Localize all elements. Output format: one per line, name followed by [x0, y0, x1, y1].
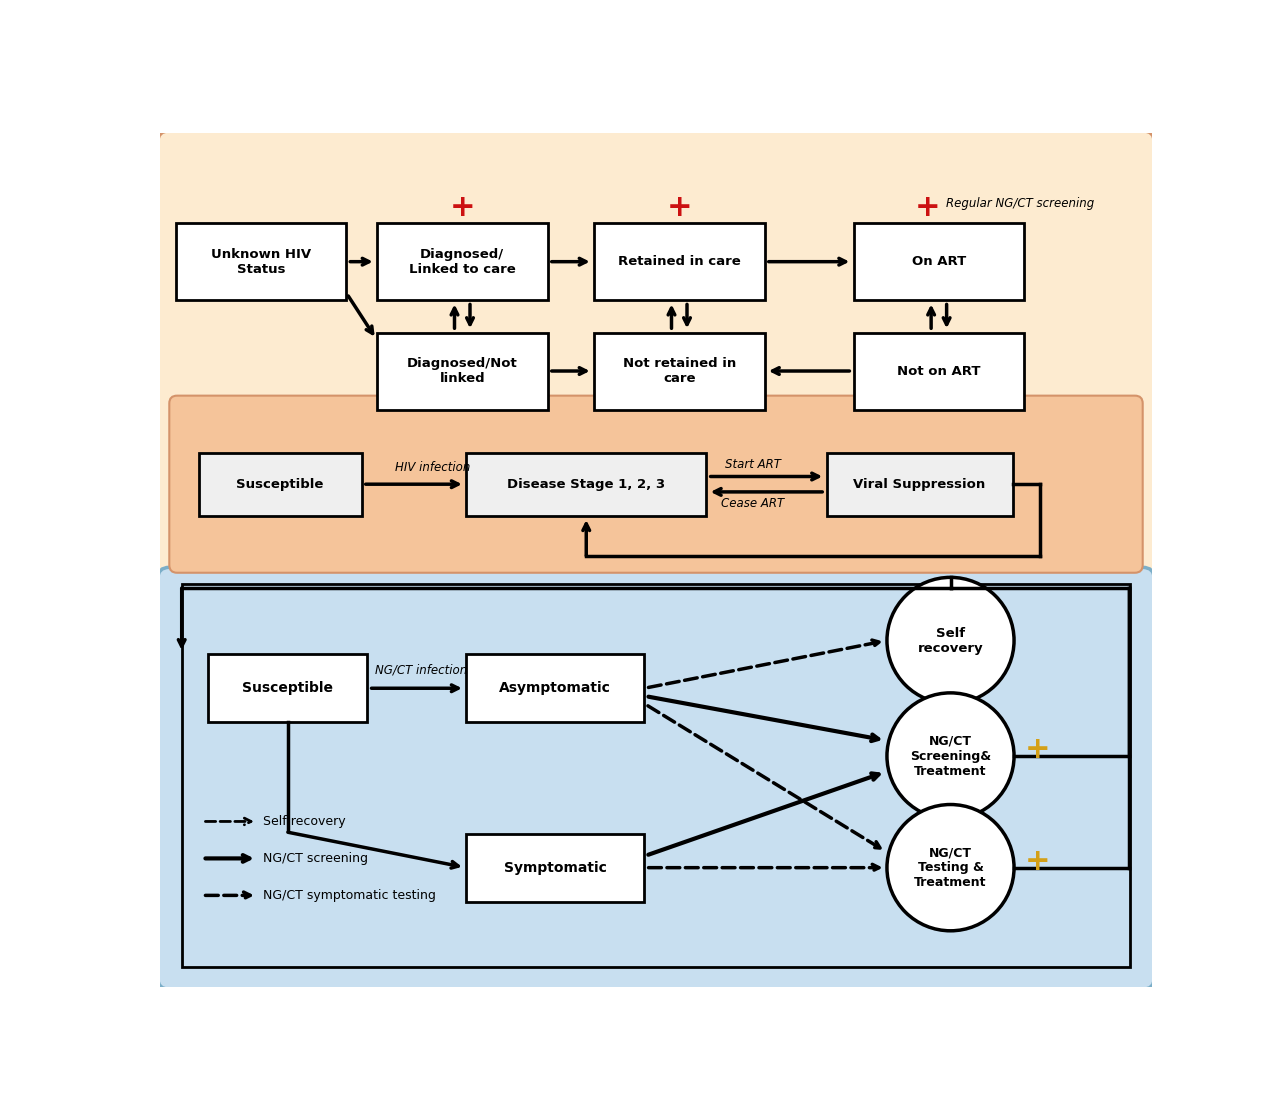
- Text: +: +: [914, 193, 940, 222]
- Text: NG/CT symptomatic testing: NG/CT symptomatic testing: [264, 889, 436, 902]
- Text: HIV infection: HIV infection: [396, 460, 471, 474]
- Text: Retained in care: Retained in care: [618, 255, 741, 268]
- Circle shape: [887, 578, 1014, 703]
- Text: Not retained in
care: Not retained in care: [622, 357, 736, 385]
- Text: On ART: On ART: [911, 255, 966, 268]
- Circle shape: [887, 693, 1014, 820]
- Text: Diagnosed/Not
linked: Diagnosed/Not linked: [407, 357, 517, 385]
- FancyBboxPatch shape: [378, 333, 548, 409]
- Text: Diagnosed/
Linked to care: Diagnosed/ Linked to care: [408, 247, 516, 276]
- FancyBboxPatch shape: [157, 131, 1155, 584]
- Text: Viral Suppression: Viral Suppression: [854, 478, 986, 490]
- Text: NG/CT infection: NG/CT infection: [375, 663, 467, 676]
- Text: Start ART: Start ART: [724, 458, 781, 471]
- Circle shape: [887, 804, 1014, 930]
- FancyBboxPatch shape: [854, 223, 1024, 301]
- Text: Susceptible: Susceptible: [237, 478, 324, 490]
- Text: Disease Stage 1, 2, 3: Disease Stage 1, 2, 3: [507, 478, 666, 490]
- Text: NG/CT screening: NG/CT screening: [264, 852, 369, 865]
- FancyBboxPatch shape: [157, 568, 1155, 989]
- FancyBboxPatch shape: [466, 654, 644, 722]
- Text: +: +: [667, 193, 692, 222]
- Text: Cease ART: Cease ART: [722, 497, 785, 510]
- Text: Susceptible: Susceptible: [242, 681, 333, 695]
- Text: +: +: [1024, 735, 1050, 764]
- FancyBboxPatch shape: [466, 452, 707, 516]
- FancyBboxPatch shape: [175, 223, 346, 301]
- Text: Regular NG/CT screening: Regular NG/CT screening: [946, 197, 1094, 211]
- Text: Self recovery: Self recovery: [264, 815, 346, 828]
- Text: NG/CT
Screening&
Treatment: NG/CT Screening& Treatment: [910, 734, 991, 777]
- Text: +: +: [449, 193, 475, 222]
- FancyBboxPatch shape: [854, 333, 1024, 409]
- FancyBboxPatch shape: [378, 223, 548, 301]
- Text: Unknown HIV
Status: Unknown HIV Status: [211, 247, 311, 276]
- FancyBboxPatch shape: [594, 333, 764, 409]
- FancyBboxPatch shape: [594, 223, 764, 301]
- Text: Symptomatic: Symptomatic: [504, 861, 607, 875]
- FancyBboxPatch shape: [169, 396, 1143, 572]
- FancyBboxPatch shape: [198, 452, 361, 516]
- FancyBboxPatch shape: [827, 452, 1012, 516]
- Text: NG/CT
Testing &
Treatment: NG/CT Testing & Treatment: [914, 846, 987, 889]
- Text: +: +: [1024, 847, 1050, 876]
- Text: Not on ART: Not on ART: [897, 365, 980, 377]
- FancyBboxPatch shape: [209, 654, 367, 722]
- FancyBboxPatch shape: [466, 834, 644, 902]
- Text: Self
recovery: Self recovery: [918, 627, 983, 654]
- Text: Asymptomatic: Asymptomatic: [499, 681, 611, 695]
